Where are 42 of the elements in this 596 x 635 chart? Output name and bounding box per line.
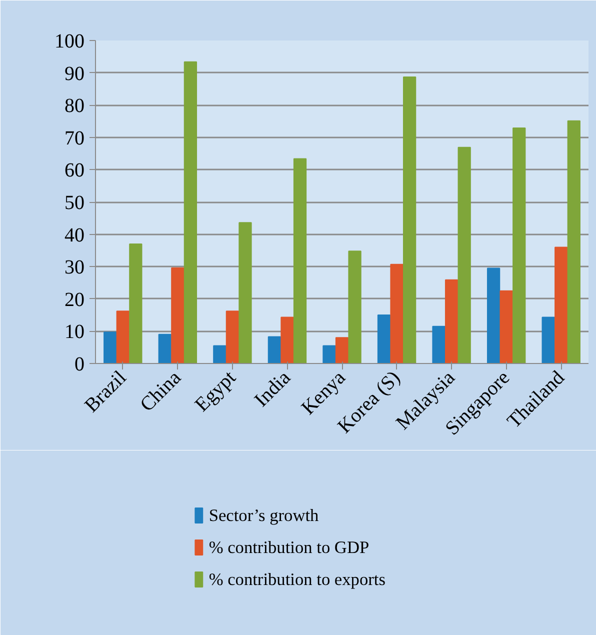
bar bbox=[512, 128, 526, 364]
bar bbox=[554, 246, 568, 364]
bar bbox=[402, 76, 416, 364]
bar bbox=[280, 316, 294, 364]
bar bbox=[567, 120, 580, 364]
legend-label: Sector’s growth bbox=[208, 506, 320, 525]
y-tick-label: 80 bbox=[64, 95, 84, 118]
y-tick-label: 60 bbox=[64, 160, 84, 182]
y-tick-label: 90 bbox=[64, 62, 84, 85]
bar bbox=[116, 310, 130, 364]
bar bbox=[184, 61, 198, 364]
bar bbox=[322, 345, 336, 364]
y-tick-label: 70 bbox=[64, 127, 84, 150]
bar bbox=[238, 222, 252, 364]
bar bbox=[129, 243, 142, 364]
bar bbox=[377, 314, 391, 364]
bar bbox=[444, 279, 458, 364]
legend-label: % contribution to exports bbox=[208, 570, 386, 589]
legend-label: % contribution to GDP bbox=[208, 538, 370, 557]
y-tick-label: 20 bbox=[64, 288, 84, 311]
bar bbox=[500, 290, 513, 364]
bar bbox=[390, 264, 404, 364]
y-tick-label: 50 bbox=[64, 192, 84, 214]
y-tick-label: 100 bbox=[54, 30, 84, 52]
bar bbox=[171, 267, 184, 364]
y-tick-label: 10 bbox=[64, 321, 84, 344]
bar bbox=[432, 326, 446, 364]
bar bbox=[158, 334, 172, 364]
y-tick-label: 0 bbox=[74, 354, 84, 376]
y-tick-label: 40 bbox=[64, 224, 84, 246]
bar bbox=[104, 332, 117, 364]
bar bbox=[458, 146, 471, 364]
bar bbox=[213, 345, 226, 364]
bar bbox=[348, 250, 362, 364]
x-tick-label: India bbox=[250, 366, 296, 412]
bar bbox=[542, 316, 555, 364]
y-tick-label: 30 bbox=[64, 256, 84, 279]
bar bbox=[293, 158, 307, 364]
bar bbox=[226, 310, 240, 364]
bar bbox=[486, 268, 500, 364]
bar bbox=[335, 337, 349, 364]
bar bbox=[268, 336, 282, 364]
